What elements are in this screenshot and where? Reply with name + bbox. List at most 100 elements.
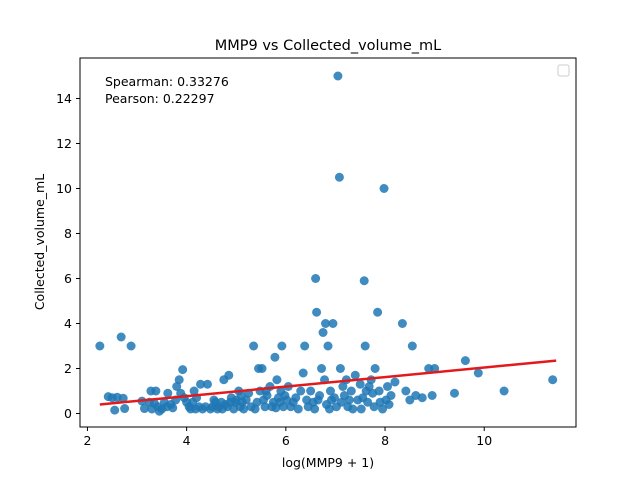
data-point: [350, 370, 360, 380]
data-point: [317, 364, 327, 373]
data-point: [427, 391, 437, 400]
data-point: [300, 341, 310, 351]
data-point: [499, 386, 509, 396]
data-point: [548, 375, 558, 385]
data-point: [270, 352, 280, 362]
data-point: [334, 172, 344, 182]
x-tick-label: 6: [282, 433, 290, 448]
data-point: [291, 393, 301, 403]
data-point: [262, 391, 272, 400]
legend-box: [557, 64, 570, 77]
spearman-annotation: Spearman: 0.33276: [105, 74, 229, 89]
data-point: [296, 386, 306, 396]
chart-title: MMP9 vs Collected_volume_mL: [215, 38, 442, 54]
pearson-annotation: Pearson: 0.22297: [105, 91, 215, 106]
data-point: [473, 368, 483, 378]
data-point: [328, 319, 338, 328]
data-point: [311, 274, 321, 283]
data-point: [323, 341, 333, 351]
data-point: [378, 404, 388, 414]
x-tick-label: 4: [183, 433, 191, 448]
data-point: [110, 405, 120, 415]
data-point: [315, 391, 325, 400]
data-point: [386, 391, 396, 400]
data-point: [189, 386, 199, 396]
y-tick-label: 14: [56, 91, 72, 106]
data-point: [298, 368, 308, 378]
data-point: [306, 386, 316, 396]
x-axis-label: log(MMP9 + 1): [282, 455, 374, 470]
data-point: [363, 397, 373, 407]
data-point: [370, 364, 380, 373]
data-point: [168, 403, 178, 413]
data-point: [383, 382, 393, 391]
x-tick-label: 10: [476, 433, 492, 448]
data-point: [373, 307, 383, 317]
data-point: [335, 364, 345, 373]
fit-layer: [99, 359, 557, 406]
data-point: [355, 379, 365, 389]
data-point: [126, 341, 136, 351]
data-point: [318, 328, 328, 337]
data-point: [374, 386, 384, 396]
data-point: [379, 184, 389, 193]
data-point: [397, 319, 407, 328]
y-tick-label: 8: [64, 226, 72, 241]
data-point: [329, 393, 339, 403]
data-point: [260, 402, 270, 412]
data-point: [224, 370, 234, 380]
data-point: [460, 356, 470, 366]
data-point: [172, 382, 182, 391]
data-point: [196, 379, 206, 389]
data-point: [336, 397, 346, 407]
data-point: [321, 319, 331, 328]
data-point: [360, 341, 370, 351]
data-point: [293, 404, 303, 414]
data-point: [364, 382, 374, 391]
data-point: [344, 395, 354, 405]
y-tick-label: 6: [64, 271, 72, 286]
y-tick-label: 0: [64, 406, 72, 421]
plot-frame: [79, 57, 577, 428]
data-point: [338, 382, 348, 391]
data-point: [202, 379, 212, 389]
data-point: [390, 377, 400, 387]
points-layer: [95, 71, 558, 416]
data-point: [120, 404, 130, 414]
data-point: [174, 375, 184, 385]
x-tick-label: 8: [381, 433, 389, 448]
data-point: [241, 395, 251, 405]
data-point: [346, 386, 356, 396]
data-point: [348, 404, 358, 414]
data-point: [272, 375, 282, 385]
data-point: [250, 404, 260, 414]
data-point: [178, 365, 188, 375]
y-tick-label: 12: [56, 136, 72, 151]
data-point: [359, 276, 369, 286]
data-point: [401, 386, 411, 396]
data-point: [417, 393, 427, 403]
data-point: [116, 332, 126, 342]
y-axis-label: Collected_volume_mL: [32, 174, 47, 310]
data-point: [239, 404, 249, 414]
data-point: [324, 404, 334, 414]
y-tick-label: 4: [64, 316, 72, 331]
data-point: [151, 386, 161, 396]
data-point: [95, 341, 105, 351]
y-tick-label: 2: [64, 361, 72, 376]
data-point: [277, 341, 287, 351]
data-point: [312, 307, 322, 317]
data-point: [430, 364, 440, 373]
regression-line: [99, 359, 557, 406]
y-tick-label: 10: [56, 181, 72, 196]
data-point: [333, 71, 343, 81]
data-point: [407, 341, 417, 351]
data-point: [356, 404, 366, 414]
data-point: [249, 341, 259, 351]
data-point: [139, 404, 149, 414]
data-point: [257, 364, 267, 373]
data-point: [325, 386, 335, 396]
data-point: [449, 388, 459, 398]
